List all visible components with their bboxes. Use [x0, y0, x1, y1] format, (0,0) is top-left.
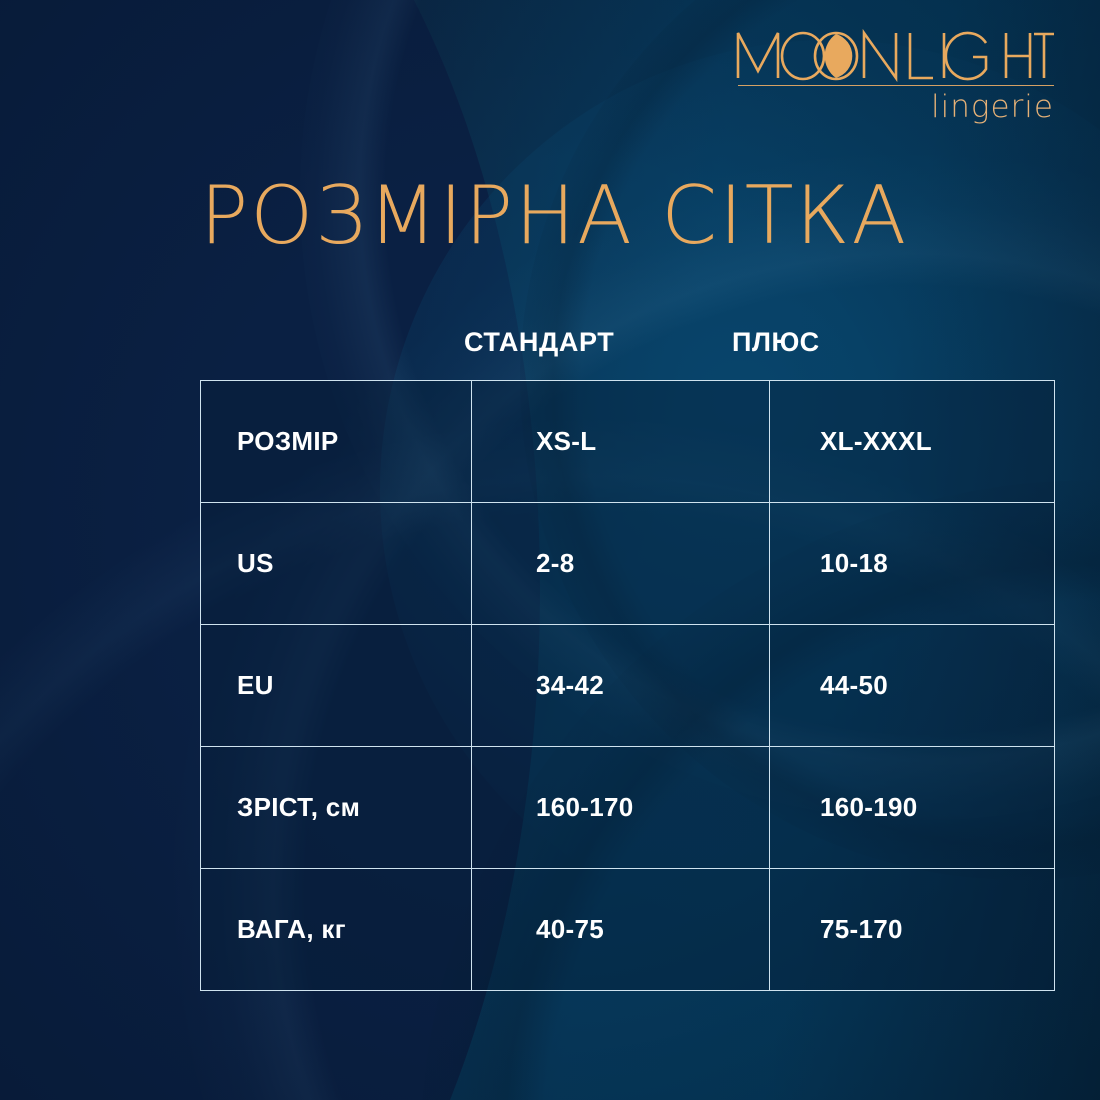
- moonlight-wordmark-icon: [736, 28, 1054, 83]
- page-title: РОЗМІРНА СІТКА: [200, 169, 909, 262]
- row-label: РОЗМІР: [200, 380, 472, 503]
- cell-standard: 160-170: [471, 746, 770, 869]
- row-label: ЗРІСТ, см: [200, 746, 472, 869]
- cell-standard: 34-42: [471, 624, 770, 747]
- logo-underline: [738, 85, 1054, 86]
- brand-wordmark: [724, 26, 1054, 83]
- cell-plus: 44-50: [769, 624, 1055, 747]
- cell-standard: XS-L: [471, 380, 770, 503]
- column-header-plus: ПЛЮС: [732, 327, 820, 357]
- row-label: US: [200, 502, 472, 625]
- table-row: US 2-8 10-18: [200, 502, 1055, 625]
- size-table: РОЗМІР XS-L XL-XXXL US 2-8 10-18 EU 34-4…: [200, 380, 1055, 991]
- table-row: EU 34-42 44-50: [200, 624, 1055, 747]
- cell-standard: 40-75: [471, 868, 770, 991]
- table-row: ВАГА, кг 40-75 75-170: [200, 868, 1055, 991]
- cell-standard: 2-8: [471, 502, 770, 625]
- brand-tagline: lingerie: [931, 89, 1054, 125]
- cell-plus: 75-170: [769, 868, 1055, 991]
- moon-glyph-icon: [824, 34, 853, 78]
- row-label: EU: [200, 624, 472, 747]
- cell-plus: 10-18: [769, 502, 1055, 625]
- cell-plus: XL-XXXL: [769, 380, 1055, 503]
- table-row: РОЗМІР XS-L XL-XXXL: [200, 380, 1055, 503]
- column-header-standard: СТАНДАРТ: [464, 327, 615, 357]
- table-row: ЗРІСТ, см 160-170 160-190: [200, 746, 1055, 869]
- cell-plus: 160-190: [769, 746, 1055, 869]
- row-label: ВАГА, кг: [200, 868, 472, 991]
- brand-logo: lingerie: [724, 26, 1054, 136]
